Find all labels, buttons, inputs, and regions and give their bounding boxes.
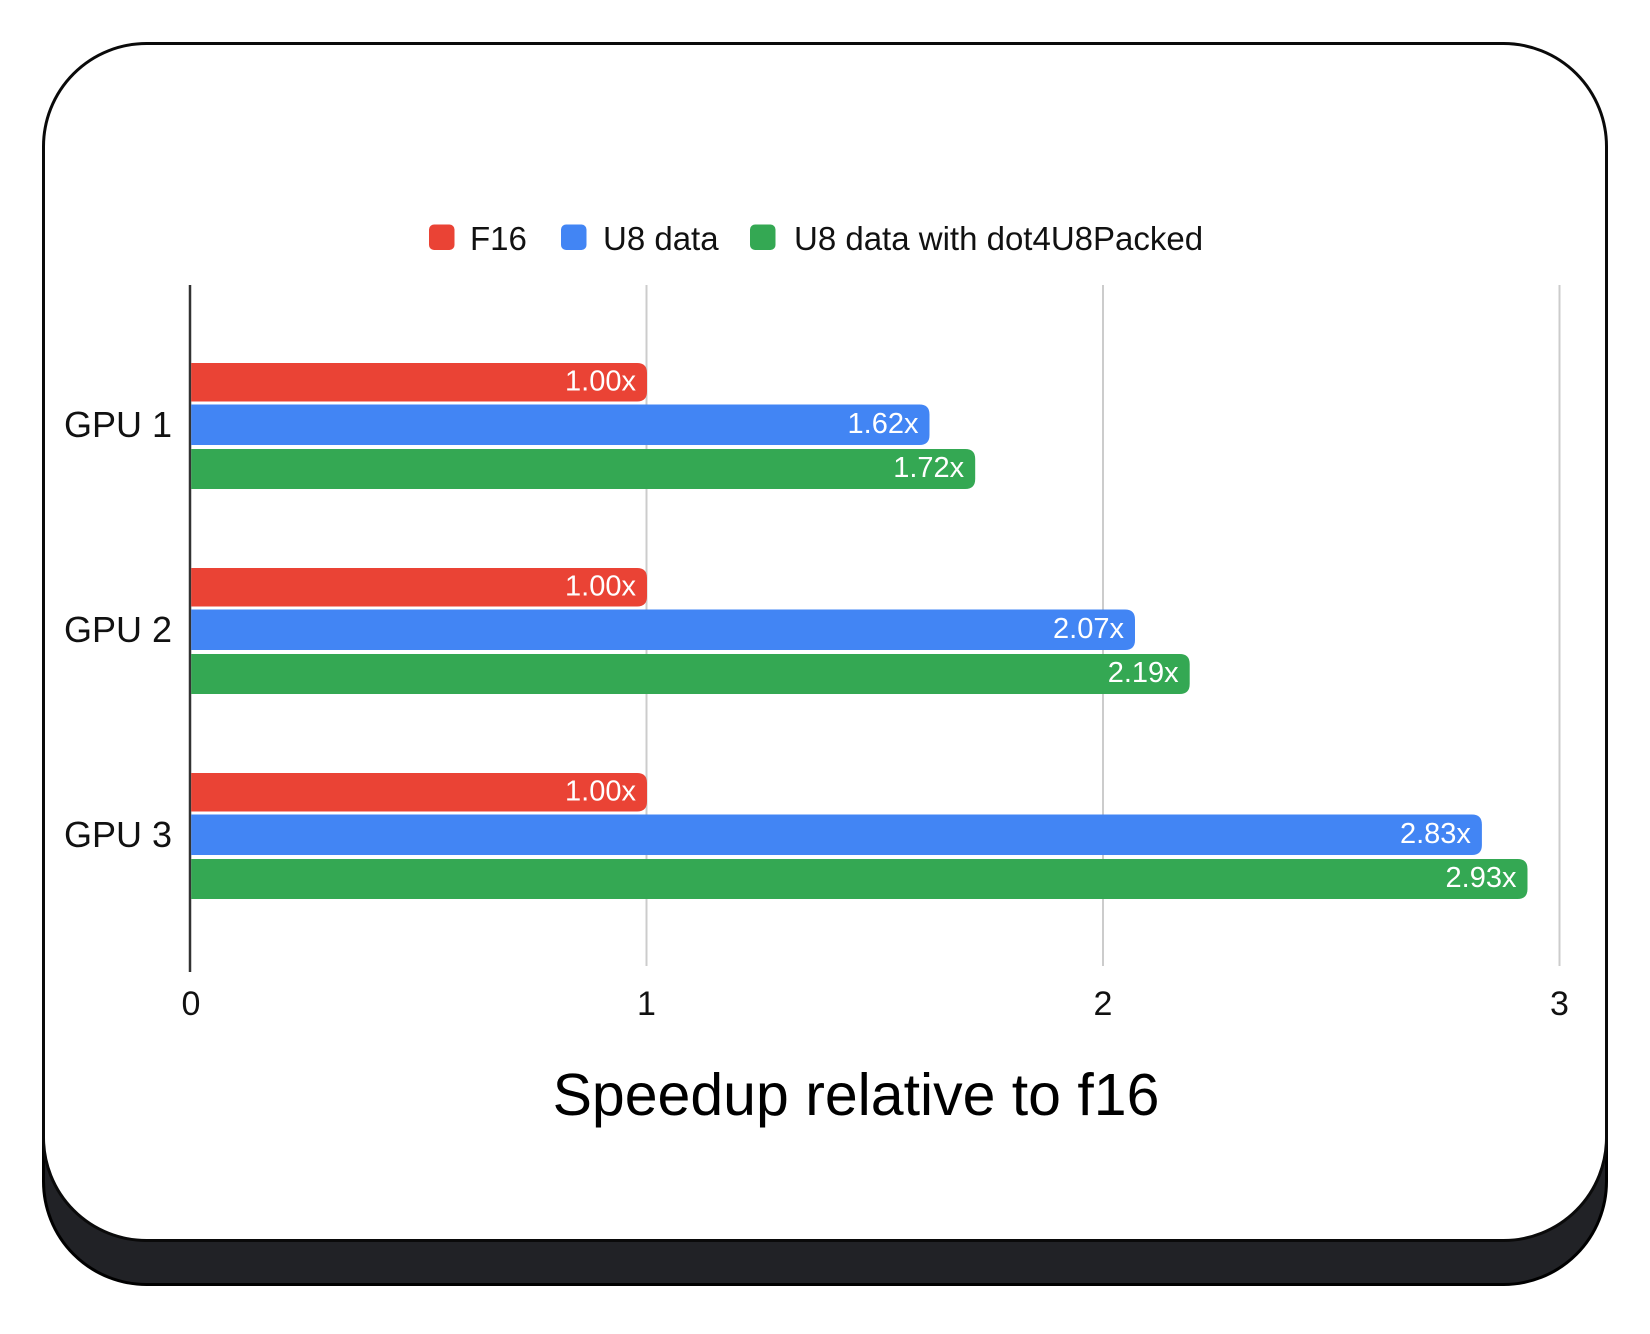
svg-text:1: 1: [637, 985, 656, 1023]
svg-text:1.00x: 1.00x: [565, 776, 636, 808]
svg-text:U8 data with dot4U8Packed: U8 data with dot4U8Packed: [794, 220, 1203, 257]
svg-text:0: 0: [182, 985, 201, 1023]
svg-text:U8 data: U8 data: [603, 220, 719, 257]
svg-text:2.93x: 2.93x: [1446, 862, 1517, 894]
svg-text:Speedup relative to f16: Speedup relative to f16: [553, 1062, 1160, 1128]
svg-text:2.83x: 2.83x: [1400, 818, 1471, 850]
svg-text:2: 2: [1094, 985, 1113, 1023]
svg-text:1.62x: 1.62x: [848, 408, 919, 440]
svg-text:1.72x: 1.72x: [893, 452, 964, 484]
svg-text:GPU 2: GPU 2: [64, 609, 172, 650]
svg-text:1.00x: 1.00x: [565, 366, 636, 398]
svg-text:2.07x: 2.07x: [1053, 613, 1124, 645]
svg-text:GPU 1: GPU 1: [64, 404, 172, 445]
svg-text:2.19x: 2.19x: [1108, 657, 1179, 689]
svg-text:1.00x: 1.00x: [565, 571, 636, 603]
svg-text:F16: F16: [470, 220, 527, 257]
svg-text:GPU 3: GPU 3: [64, 814, 172, 855]
svg-text:3: 3: [1550, 985, 1569, 1023]
